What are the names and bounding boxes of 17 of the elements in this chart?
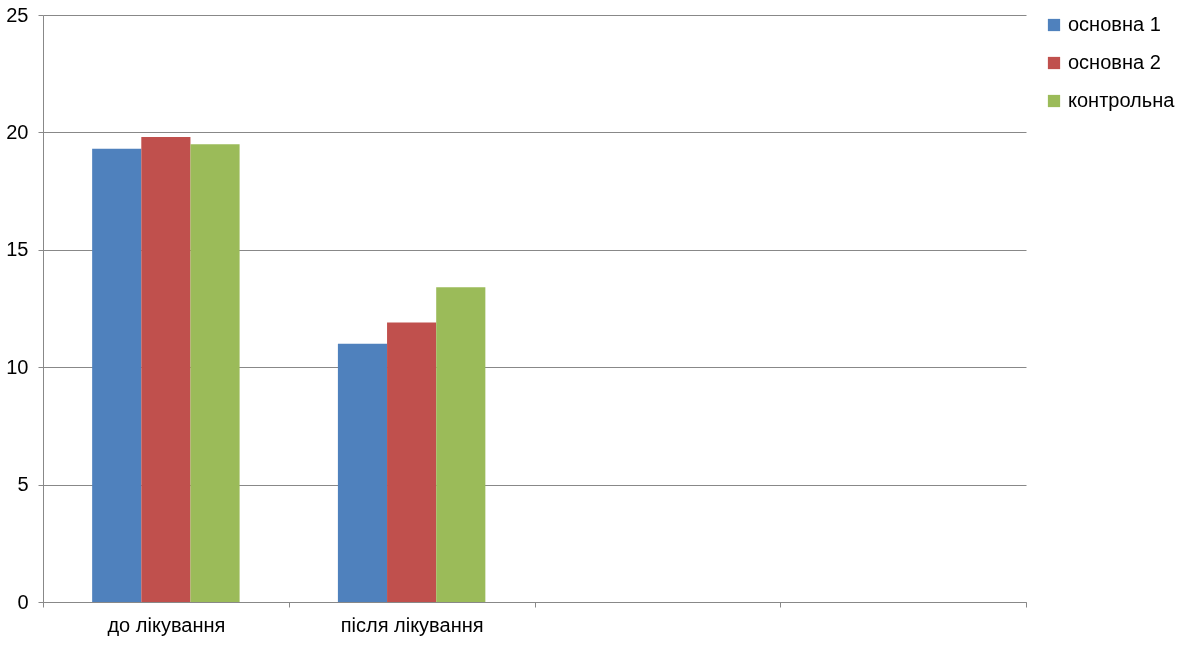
bar bbox=[92, 148, 142, 602]
bar bbox=[190, 144, 240, 602]
legend-label: основна 1 bbox=[1068, 13, 1161, 35]
bar bbox=[337, 343, 388, 602]
bar bbox=[141, 137, 191, 602]
x-tick-label: після лікування bbox=[340, 613, 484, 636]
y-tick-label: 5 bbox=[17, 473, 29, 496]
y-tick-label: 15 bbox=[6, 238, 29, 261]
y-tick-label: 0 bbox=[17, 590, 29, 613]
x-tick-label: до лікування bbox=[107, 613, 226, 636]
y-tick-label: 10 bbox=[6, 355, 29, 378]
bar bbox=[387, 322, 437, 602]
legend-label: контрольна bbox=[1068, 89, 1176, 111]
legend-label: основна 2 bbox=[1068, 51, 1161, 73]
y-tick-label: 25 bbox=[6, 3, 29, 26]
bar bbox=[436, 287, 486, 602]
y-tick-label: 20 bbox=[6, 120, 29, 143]
